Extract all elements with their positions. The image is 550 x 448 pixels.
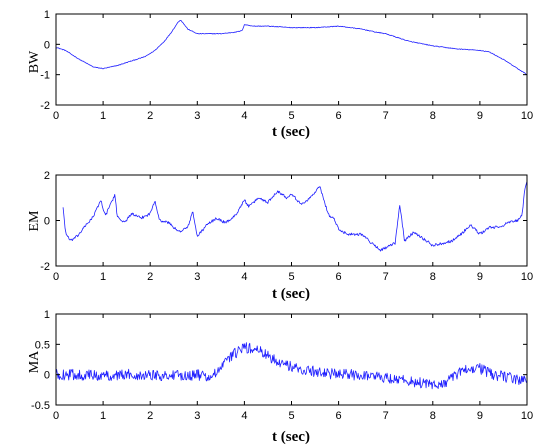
ma-x-tick-label: 8 (430, 410, 436, 422)
bw-y-tick-label: 1 (44, 9, 50, 21)
bw-x-tick-label: 0 (53, 110, 59, 122)
em-x-tick-label: 8 (430, 271, 436, 283)
bw-panel: BW t (sec) 0 1 2 3 4 5 6 7 8 9 10 -2 -1 0 1 (27, 9, 533, 140)
em-y-axis-label: EM (27, 210, 42, 232)
ma-x-tick-label: 3 (194, 410, 200, 422)
bw-y-tick-label: -1 (40, 70, 50, 82)
bw-y-tick-label: 0 (44, 39, 50, 51)
bw-x-tick-label: 2 (147, 110, 153, 122)
ma-panel: MA t (sec) 0 1 2 3 4 5 6 7 8 9 10-0.500.51 (27, 309, 533, 445)
bw-x-axis-label: t (sec) (272, 124, 310, 140)
bw-x-tick-label: 4 (241, 110, 247, 122)
em-x-tick-label: 0 (53, 271, 59, 283)
bw-y-tick-label: -2 (40, 100, 50, 112)
bw-x-tick-label: 8 (430, 110, 436, 122)
bw-x-tick-label: 1 (100, 110, 106, 122)
em-x-tick-label: 2 (147, 271, 153, 283)
em-x-tick-label: 7 (383, 271, 389, 283)
em-x-tick-label: 10 (521, 271, 533, 283)
em-x-axis-label: t (sec) (272, 286, 310, 302)
em-x-tick-label: 1 (100, 271, 106, 283)
em-x-tick-label: 6 (336, 271, 342, 283)
ma-x-tick-label: 5 (288, 410, 294, 422)
ma-x-tick-label: 6 (336, 410, 342, 422)
ma-y-axis-label: MA (27, 350, 42, 373)
bw-y-axis-label: BW (27, 50, 42, 73)
ma-y-tick-label: 0 (44, 370, 50, 382)
ma-x-tick-label: 1 (100, 410, 106, 422)
em-y-tick-label: 2 (44, 170, 50, 182)
bw-x-tick-label: 5 (288, 110, 294, 122)
bw-x-tick-label: 9 (477, 110, 483, 122)
ma-x-tick-label: 9 (477, 410, 483, 422)
bw-x-tick-label: 7 (383, 110, 389, 122)
em-x-tick-label: 9 (477, 271, 483, 283)
em-panel: EM t (sec) 0 1 2 3 4 5 6 7 8 9 10-202 (27, 170, 533, 302)
ma-axes-frame (55, 313, 528, 406)
ma-x-tick-label: 10 (521, 410, 533, 422)
ma-x-tick-label: 0 (53, 410, 59, 422)
em-y-tick-label: 0 (44, 216, 50, 228)
ma-series-line (55, 342, 528, 390)
bw-x-tick-label: 3 (194, 110, 200, 122)
bw-series-line (55, 20, 528, 76)
ma-x-tick-label: 7 (383, 410, 389, 422)
em-y-tick-label: -2 (40, 261, 50, 273)
em-series-line (62, 181, 528, 252)
em-x-tick-label: 4 (241, 271, 247, 283)
em-x-tick-label: 5 (288, 271, 294, 283)
ma-x-tick-label: 2 (147, 410, 153, 422)
ma-y-tick-label: -0.5 (31, 400, 50, 412)
ma-x-axis-label: t (sec) (272, 429, 310, 445)
ma-x-tick-label: 4 (241, 410, 247, 422)
bw-x-tick-label: 10 (521, 110, 533, 122)
em-x-tick-label: 3 (194, 271, 200, 283)
ma-y-tick-label: 0.5 (35, 339, 50, 351)
bw-x-tick-label: 6 (336, 110, 342, 122)
ma-y-tick-label: 1 (44, 309, 50, 321)
